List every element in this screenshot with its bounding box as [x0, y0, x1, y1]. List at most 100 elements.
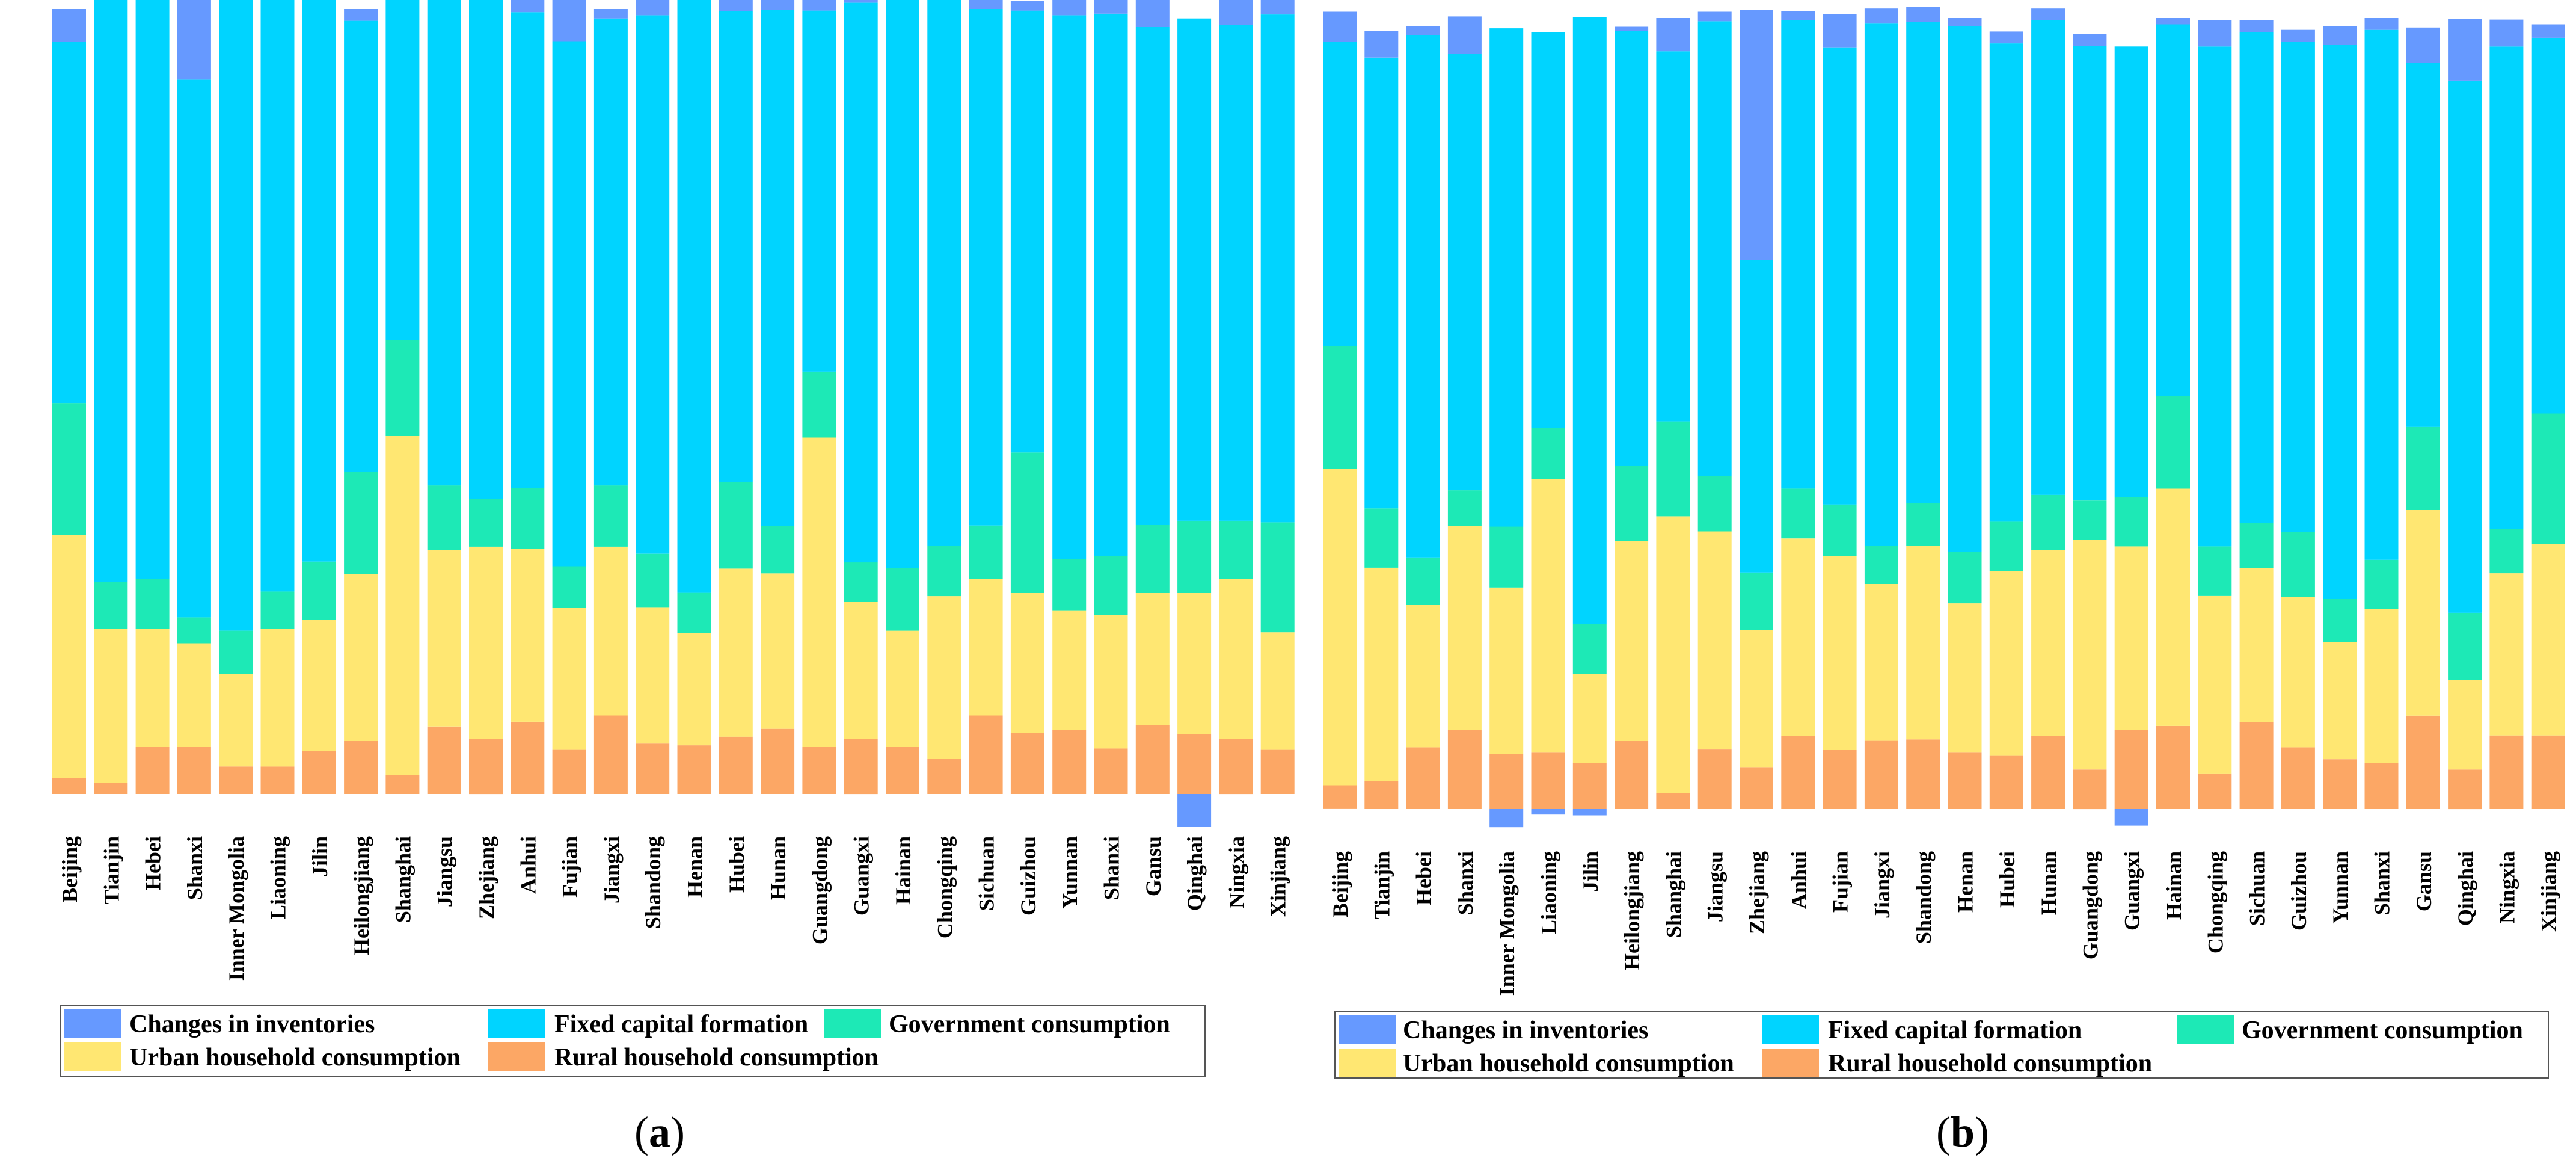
tick-label-a-5: Liaoning — [266, 836, 290, 919]
bar-segment-a-25-0: Shanxi — Rural household consumption: 0.… — [1094, 748, 1128, 794]
legend-label: Rural household consumption — [554, 1044, 879, 1071]
bar-segment-a-6-2: Jilin — Government consumption: 0.074 — [302, 561, 336, 620]
bar-segment-b-9-2: Jiangsu — Government consumption: 0.07 — [1697, 476, 1732, 532]
bar-segment-b-8-4: Shanghai — Changes in inventories: 0.042 — [1656, 18, 1690, 52]
bar-segment-b-2-2: Hebei — Government consumption: 0.06 — [1406, 557, 1440, 605]
bar-segment-b-2-1: Hebei — Urban household consumption: 0.1… — [1406, 605, 1440, 748]
bar-segment-a-17-2: Hunan — Government consumption: 0.06 — [761, 526, 795, 574]
bar-segment-b-5-1: Liaoning — Urban household consumption: … — [1531, 479, 1565, 753]
legend-a: Changes in inventories Fixed capital form… — [60, 1005, 1206, 1077]
bar-segment-b-1-4: Tianjin — Changes in inventories: 0.034 — [1364, 31, 1399, 58]
tick-label-a-21: Chongqing — [933, 836, 957, 938]
bar-segment-b-20-4: Hainan — Changes in inventories: 0.008 — [2156, 18, 2190, 25]
tick-label-b-8: Shanghai — [1661, 851, 1685, 938]
bar-segment-a-26-1: Gansu — Urban household consumption: 0.1… — [1135, 593, 1170, 725]
bar-segment-b-14-2: Shandong — Government consumption: 0.054 — [1906, 503, 1940, 546]
bar-segment-a-9-3: Jiangsu — Fixed capital formation: 0.63 — [427, 0, 461, 486]
bar-segment-a-1-3: Tianjin — Fixed capital formation: 0.784 — [94, 0, 128, 582]
bar-segment-b-28-0: Ningxia — Rural household consumption: 0… — [2489, 735, 2524, 809]
tick-label-b-23: Guizhou — [2287, 851, 2311, 931]
bar-segment-a-25-3: Shanxi — Fixed capital formation: 0.691 — [1094, 13, 1128, 556]
bar-segment-a-20-0: Hainan — Rural household consumption: 0.… — [886, 747, 919, 794]
bar-segment-b-3-1: Shanxi — Urban household consumption: 0.… — [1447, 526, 1482, 730]
bar-segment-a-26-2: Gansu — Government consumption: 0.087 — [1135, 525, 1170, 593]
bar-segment-b-2-0: Hebei — Rural household consumption: 0.0… — [1406, 747, 1440, 809]
bar-segment-b-4-4: Inner Mongolia — Changes in inventories:… — [1489, 809, 1524, 828]
bar-segment-b-26-4: Gansu — Changes in inventories: 0.045 — [2406, 27, 2440, 63]
bar-segment-b-3-3: Shanxi — Fixed capital formation: 0.552 — [1447, 54, 1482, 491]
bar-segment-a-26-0: Gansu — Rural household consumption: 0.0… — [1135, 725, 1170, 794]
bar-segment-b-0-0: Beijing — Rural household consumption: 0… — [1323, 785, 1357, 809]
tick-label-a-28: Ningxia — [1224, 836, 1248, 908]
bar-segment-a-23-3: Guizhou — Fixed capital formation: 0.563 — [1010, 10, 1044, 453]
bar-segment-a-17-0: Hunan — Rural household consumption: 0.0… — [761, 728, 795, 794]
bar-segment-b-16-0: Hubei — Rural household consumption: 0.0… — [1989, 755, 2023, 809]
bar-segment-b-21-0: Chongqing — Rural household consumption:… — [2198, 773, 2232, 809]
bar-segment-a-5-1: Liaoning — Urban household consumption: … — [260, 629, 295, 767]
tick-label-b-24: Yunnan — [2328, 851, 2352, 924]
bar-segment-a-9-2: Jiangsu — Government consumption: 0.082 — [427, 485, 461, 550]
bar-segment-b-25-0: Shanxi — Rural household consumption: 0.… — [2364, 763, 2399, 809]
bar-segment-b-20-0: Hainan — Rural household consumption: 0.… — [2156, 725, 2190, 809]
bar-segment-a-12-2: Fujian — Government consumption: 0.053 — [552, 566, 586, 608]
bar-segment-b-17-3: Hunan — Fixed capital formation: 0.6 — [2031, 20, 2065, 495]
bar-segment-b-12-3: Fujian — Fixed capital formation: 0.578 — [1823, 47, 1857, 505]
bar-segment-b-24-3: Yunnan — Fixed capital formation: 0.7 — [2323, 45, 2357, 599]
bar-segment-b-26-2: Gansu — Government consumption: 0.105 — [2406, 426, 2440, 510]
bar-segment-a-0-4: Beijing — Changes in inventories: 0.042 — [52, 9, 86, 42]
tick-label-a-29: Xinjiang — [1266, 836, 1290, 917]
bar-segment-a-1-0: Tianjin — Rural household consumption: 0… — [94, 783, 128, 794]
bar-segment-a-12-3: Fujian — Fixed capital formation: 0.669 — [552, 41, 586, 567]
bar-segment-b-27-3: Qinghai — Fixed capital formation: 0.673 — [2448, 80, 2482, 613]
tick-label-a-23: Guizhou — [1016, 836, 1040, 916]
bar-segment-b-27-2: Qinghai — Government consumption: 0.085 — [2448, 612, 2482, 680]
bar-segment-a-21-3: Chongqing — Fixed capital formation: 0.6… — [927, 0, 961, 546]
bar-segment-b-4-2: Inner Mongolia — Government consumption:… — [1489, 526, 1524, 588]
bar-segment-a-18-4: Guangdong — Changes in inventories: 0.02 — [802, 0, 836, 11]
bar-segment-b-26-1: Gansu — Urban household consumption: 0.2… — [2406, 510, 2440, 716]
bar-segment-a-0-3: Beijing — Fixed capital formation: 0.46 — [52, 42, 86, 404]
bar-segment-b-5-3: Liaoning — Fixed capital formation: 0.5 — [1531, 32, 1565, 428]
bar-segment-a-6-1: Jilin — Urban household consumption: 0.1… — [302, 620, 336, 751]
legend-swatch-urban-household-consumption — [64, 1042, 121, 1071]
bar-segment-b-15-4: Henan — Changes in inventories: 0.01 — [1948, 18, 1982, 26]
bar-segment-a-26-3: Gansu — Fixed capital formation: 0.634 — [1135, 27, 1170, 525]
bar-segment-b-22-2: Sichuan — Government consumption: 0.057 — [2239, 523, 2274, 568]
legend-label: Government consumption — [889, 1011, 1170, 1038]
bar-segment-a-19-0: Guangxi — Rural household consumption: 0… — [844, 739, 878, 795]
bar-segment-b-0-3: Beijing — Fixed capital formation: 0.385 — [1323, 42, 1357, 346]
bar-segment-b-0-4: Beijing — Changes in inventories: 0.038 — [1323, 11, 1357, 42]
bar-segment-a-11-0: Anhui — Rural household consumption: 0.0… — [511, 721, 545, 794]
bar-segment-b-22-4: Sichuan — Changes in inventories: 0.015 — [2239, 20, 2274, 32]
bar-segment-b-24-2: Yunnan — Government consumption: 0.055 — [2323, 599, 2357, 642]
tick-label-a-24: Yunnan — [1058, 836, 1082, 909]
bar-segment-b-14-0: Shandong — Rural household consumption: … — [1906, 739, 1940, 809]
panel-label-a: (a) — [634, 1108, 685, 1156]
bar-segment-b-22-3: Sichuan — Fixed capital formation: 0.62 — [2239, 32, 2274, 523]
bar-segment-a-25-4: Shanxi — Changes in inventories: 0.036 — [1094, 0, 1128, 14]
bar-segment-b-28-2: Ningxia — Government consumption: 0.056 — [2489, 529, 2524, 574]
bar-segment-a-15-0: Henan — Rural household consumption: 0.0… — [677, 745, 711, 794]
legend-swatch-rural-household-consumption — [1762, 1049, 1819, 1077]
bar-segment-b-27-0: Qinghai — Rural household consumption: 0… — [2448, 769, 2482, 810]
bar-segment-a-27-2: Qinghai — Government consumption: 0.092 — [1177, 520, 1212, 593]
bar-segment-b-18-0: Guangdong — Rural household consumption:… — [2073, 769, 2107, 810]
bar-segment-a-7-0: Heilongjiang — Rural household consumpti… — [344, 741, 378, 794]
bar-segment-b-11-4: Anhui — Changes in inventories: 0.012 — [1781, 11, 1815, 20]
bar-segment-a-21-0: Chongqing — Rural household consumption:… — [927, 759, 961, 794]
tick-label-b-4: Inner Mongolia — [1495, 851, 1519, 996]
bar-segment-a-12-1: Fujian — Urban household consumption: 0.… — [552, 608, 586, 750]
bar-segment-b-27-4: Qinghai — Changes in inventories: 0.078 — [2448, 19, 2482, 81]
legend-swatch-rural-household-consumption — [488, 1042, 545, 1071]
bar-segment-b-11-2: Anhui — Government consumption: 0.063 — [1781, 488, 1815, 539]
bar-segment-b-25-3: Shanxi — Fixed capital formation: 0.67 — [2364, 29, 2399, 560]
legend-label: Urban household consumption — [129, 1044, 461, 1071]
bar-segment-b-4-0: Inner Mongolia — Rural household consump… — [1489, 754, 1524, 810]
bar-segment-a-1-1: Tianjin — Urban household consumption: 0… — [94, 629, 128, 783]
bar-segment-b-6-1: Jilin — Urban household consumption: 0.1… — [1572, 674, 1607, 763]
bar-segment-b-5-2: Liaoning — Government consumption: 0.065 — [1531, 428, 1565, 479]
tick-label-b-20: Hainan — [2162, 851, 2186, 920]
bar-segment-a-28-3: Ningxia — Fixed capital formation: 0.632 — [1219, 25, 1253, 521]
tick-label-b-28: Ningxia — [2495, 851, 2519, 923]
bar-segment-a-12-0: Fujian — Rural household consumption: 0.… — [552, 749, 586, 794]
